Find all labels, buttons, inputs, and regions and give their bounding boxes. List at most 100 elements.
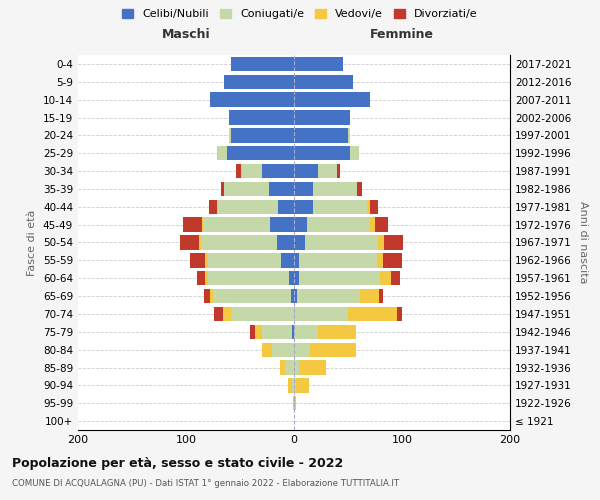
Bar <box>377 253 383 268</box>
Bar <box>201 236 277 250</box>
Bar <box>391 271 400 285</box>
Bar <box>208 253 281 268</box>
Bar <box>348 307 397 321</box>
Legend: Celibi/Nubili, Coniugati/e, Vedovi/e, Divorziati/e: Celibi/Nubili, Coniugati/e, Vedovi/e, Di… <box>119 6 481 22</box>
Bar <box>293 396 294 410</box>
Bar <box>370 218 375 232</box>
Bar <box>294 57 343 71</box>
Bar <box>286 360 294 374</box>
Bar <box>397 307 402 321</box>
Bar <box>337 164 340 178</box>
Bar <box>379 289 383 303</box>
Bar <box>294 218 307 232</box>
Bar <box>310 342 356 357</box>
Bar <box>378 236 383 250</box>
Bar <box>242 164 262 178</box>
Bar <box>350 146 359 160</box>
Bar <box>294 360 299 374</box>
Bar <box>241 164 242 178</box>
Y-axis label: Fasce di età: Fasce di età <box>28 210 37 276</box>
Bar <box>262 324 292 339</box>
Bar <box>262 164 294 178</box>
Bar <box>232 57 294 71</box>
Bar <box>205 289 210 303</box>
Bar <box>292 324 294 339</box>
Bar <box>294 307 348 321</box>
Bar <box>305 236 378 250</box>
Y-axis label: Anni di nascita: Anni di nascita <box>578 201 588 284</box>
Bar <box>269 182 294 196</box>
Bar <box>202 218 203 232</box>
Bar <box>262 342 272 357</box>
Bar <box>299 271 380 285</box>
Bar <box>294 200 313 214</box>
Text: Femmine: Femmine <box>370 28 434 40</box>
Bar <box>294 378 296 392</box>
Bar <box>272 342 294 357</box>
Bar <box>179 236 199 250</box>
Bar <box>217 200 218 214</box>
Bar <box>380 271 391 285</box>
Bar <box>203 218 270 232</box>
Text: COMUNE DI ACQUALAGNA (PU) - Dati ISTAT 1° gennaio 2022 - Elaborazione TUTTITALIA: COMUNE DI ACQUALAGNA (PU) - Dati ISTAT 1… <box>12 479 399 488</box>
Bar <box>299 253 377 268</box>
Bar <box>287 378 292 392</box>
Bar <box>294 128 348 142</box>
Bar <box>227 146 294 160</box>
Bar <box>294 110 350 124</box>
Text: Maschi: Maschi <box>161 28 211 40</box>
Bar <box>289 271 294 285</box>
Bar <box>281 253 294 268</box>
Bar <box>294 74 353 89</box>
Bar <box>356 182 362 196</box>
Bar <box>367 200 370 214</box>
Bar <box>205 253 208 268</box>
Bar <box>214 307 223 321</box>
Bar <box>383 253 402 268</box>
Bar <box>294 236 305 250</box>
Bar <box>370 200 378 214</box>
Bar <box>232 128 294 142</box>
Bar <box>313 200 367 214</box>
Bar <box>190 253 205 268</box>
Bar <box>218 146 227 160</box>
Bar <box>236 164 241 178</box>
Bar <box>294 271 299 285</box>
Bar <box>294 253 299 268</box>
Bar <box>270 218 294 232</box>
Bar <box>294 92 370 107</box>
Bar <box>297 289 360 303</box>
Bar <box>199 236 201 250</box>
Bar <box>217 146 218 160</box>
Bar <box>218 200 278 214</box>
Bar <box>294 146 350 160</box>
Bar <box>208 271 289 285</box>
Bar <box>209 200 217 214</box>
Bar <box>210 289 213 303</box>
Bar <box>205 271 208 285</box>
Bar <box>278 200 294 214</box>
Bar <box>348 128 350 142</box>
Bar <box>294 289 297 303</box>
Bar <box>183 218 202 232</box>
Bar <box>299 360 326 374</box>
Bar <box>307 218 370 232</box>
Bar <box>294 182 313 196</box>
Bar <box>213 289 291 303</box>
Bar <box>224 74 294 89</box>
Bar <box>318 164 337 178</box>
Bar <box>294 396 296 410</box>
Bar <box>229 128 232 142</box>
Bar <box>294 342 310 357</box>
Bar <box>255 324 262 339</box>
Bar <box>232 307 294 321</box>
Bar <box>210 92 294 107</box>
Bar <box>313 182 356 196</box>
Bar <box>277 236 294 250</box>
Bar <box>197 271 205 285</box>
Bar <box>229 110 294 124</box>
Bar <box>224 182 269 196</box>
Bar <box>221 182 224 196</box>
Bar <box>318 324 356 339</box>
Bar <box>375 218 388 232</box>
